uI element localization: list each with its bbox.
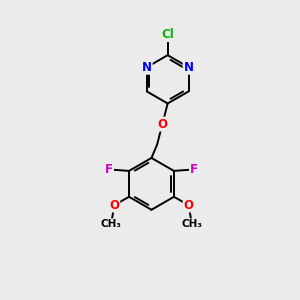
Text: O: O [158, 118, 167, 130]
Text: F: F [105, 163, 113, 176]
Text: CH₃: CH₃ [181, 219, 202, 229]
Text: CH₃: CH₃ [101, 219, 122, 229]
Text: N: N [184, 61, 194, 74]
Text: Cl: Cl [161, 28, 174, 41]
Text: N: N [142, 61, 152, 74]
Text: O: O [109, 199, 119, 212]
Text: O: O [184, 199, 194, 212]
Text: F: F [190, 163, 198, 176]
